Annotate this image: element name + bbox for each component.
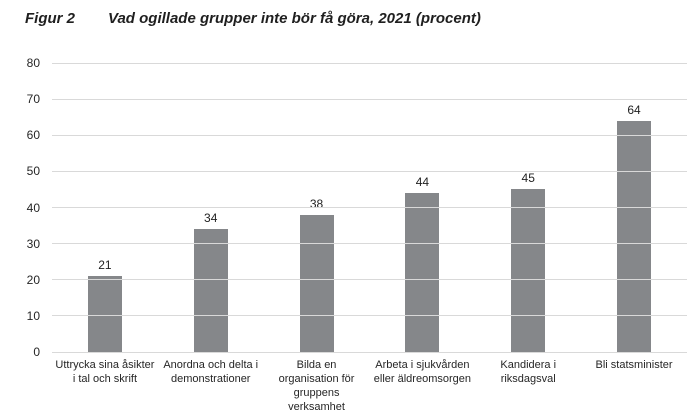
bar-slots: 21 Uttrycka sina åsikter i tal och skrift… xyxy=(52,63,687,413)
x-axis-category-label: Uttrycka sina åsikter i tal och skrift xyxy=(55,359,155,385)
bar xyxy=(405,193,440,352)
x-axis-category-label: Bilda en organisation för gruppens verks… xyxy=(278,359,355,413)
x-axis-category-label: Bli statsminister xyxy=(595,359,673,371)
y-axis-tick-label-10: 10 xyxy=(26,308,40,323)
y-axis-tick-label-70: 70 xyxy=(26,92,40,107)
x-axis-category-label: Kandidera i riksdagsval xyxy=(500,359,557,385)
gridline-y-60 xyxy=(52,134,687,136)
gridline-y-80 xyxy=(52,62,687,64)
y-axis-tick-label-50: 50 xyxy=(26,164,40,179)
x-axis-category-label: Arbeta i sjukvården eller äldreomsorgen xyxy=(373,359,471,385)
bar-value-label: 21 xyxy=(98,258,112,273)
bar xyxy=(511,189,546,352)
bar-value-label: 64 xyxy=(627,102,641,117)
y-axis-tick-label-60: 60 xyxy=(26,128,40,143)
x-axis-category-label: Anordna och delta i demonstrationer xyxy=(163,359,259,385)
y-axis-tick-label-0: 0 xyxy=(33,345,40,359)
y-axis-tick-label-30: 30 xyxy=(26,236,40,251)
figure-title-text: Vad ogillade grupper inte bör få göra, 2… xyxy=(108,10,481,27)
bar-slot-2: 38 Bilda en organisation för gruppens ver… xyxy=(264,63,370,413)
bar-value-label: 38 xyxy=(309,196,324,211)
bar-value-label: 45 xyxy=(521,171,535,186)
gridline-y-40 xyxy=(52,207,687,208)
gridline-y-0 xyxy=(52,351,687,353)
y-axis-tick-label-80: 80 xyxy=(26,56,40,70)
figure-title: Figur 2 Vad ogillade grupper inte bör få… xyxy=(25,10,481,27)
bar-slot-3: 44 Arbeta i sjukvården eller äldreomsorge… xyxy=(369,63,475,385)
gridline-y-50 xyxy=(52,170,687,172)
y-axis-tick-label-40: 40 xyxy=(26,200,40,215)
gridline-y-10 xyxy=(52,315,687,317)
y-axis: 0 10 20 30 40 50 60 70 80 xyxy=(0,56,40,359)
bar-slot-0: 21 Uttrycka sina åsikter i tal och skrift xyxy=(52,63,158,385)
bar-slot-5: 64 Bli statsminister xyxy=(581,63,687,371)
y-axis-tick-label-20: 20 xyxy=(26,272,40,287)
gridline-y-30 xyxy=(52,243,687,245)
bar-slot-4: 45 Kandidera i riksdagsval xyxy=(475,63,581,385)
gridline-y-20 xyxy=(52,279,687,281)
bar xyxy=(193,229,228,352)
bar xyxy=(617,120,652,352)
chart-plot-area: 21 Uttrycka sina åsikter i tal och skrift… xyxy=(52,62,687,413)
bar xyxy=(87,276,122,352)
figure-number-label: Figur 2 xyxy=(25,10,76,27)
bar xyxy=(299,214,334,352)
bar-slot-1: 34 Anordna och delta i demonstrationer xyxy=(158,63,264,385)
bar-value-label: 34 xyxy=(204,211,218,226)
bar-value-label: 44 xyxy=(415,175,430,190)
gridline-y-70 xyxy=(52,98,687,100)
